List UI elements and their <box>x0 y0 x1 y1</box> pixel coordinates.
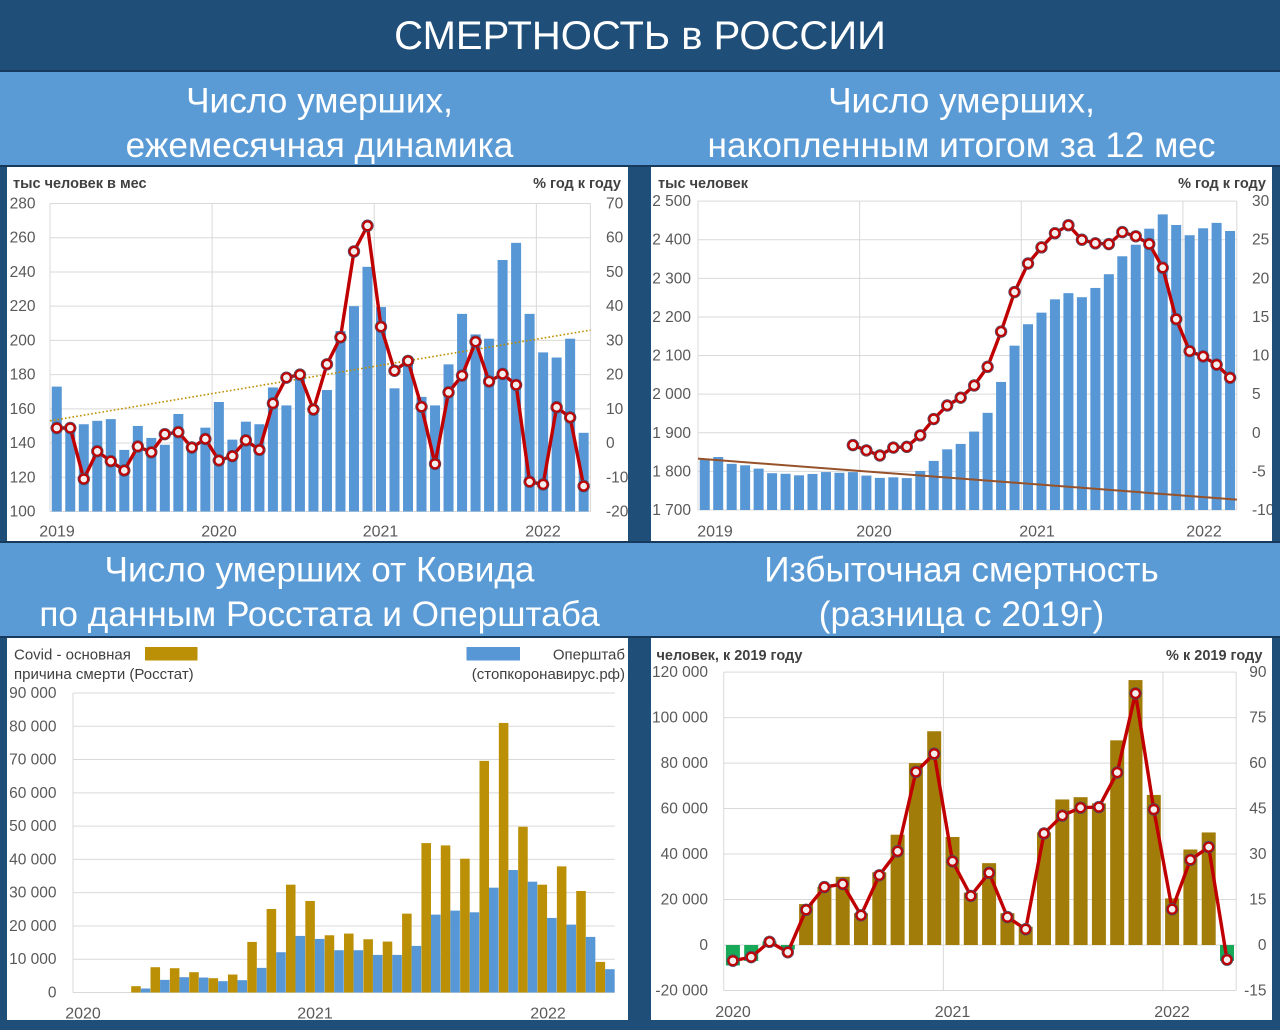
svg-text:50 000: 50 000 <box>9 818 57 835</box>
svg-text:120 000: 120 000 <box>652 664 708 681</box>
svg-text:тыс человек: тыс человек <box>658 176 749 192</box>
svg-text:10 000: 10 000 <box>9 951 57 968</box>
svg-text:220: 220 <box>10 298 36 315</box>
svg-text:20 000: 20 000 <box>661 892 709 909</box>
svg-text:30: 30 <box>1249 846 1267 863</box>
svg-text:20 000: 20 000 <box>9 918 57 935</box>
svg-text:Число умерших,: Число умерших, <box>828 82 1095 121</box>
svg-text:20: 20 <box>1252 270 1270 287</box>
svg-text:100: 100 <box>10 504 36 521</box>
svg-text:-10: -10 <box>606 469 628 486</box>
svg-text:-20: -20 <box>606 504 628 521</box>
svg-text:15: 15 <box>1249 892 1266 909</box>
svg-text:70 000: 70 000 <box>9 752 57 769</box>
svg-text:2 200: 2 200 <box>652 309 691 326</box>
svg-text:120: 120 <box>10 469 36 486</box>
svg-text:(стопкоронавирус.рф): (стопкоронавирус.рф) <box>472 666 625 683</box>
svg-text:ежемесячная динамика: ежемесячная динамика <box>126 126 514 165</box>
svg-text:90: 90 <box>1249 664 1267 681</box>
svg-text:1 700: 1 700 <box>652 502 691 519</box>
svg-text:30: 30 <box>1252 193 1270 210</box>
svg-text:человек, к 2019 году: человек, к 2019 году <box>657 648 803 664</box>
svg-text:2021: 2021 <box>935 1004 971 1020</box>
svg-text:30: 30 <box>606 332 624 349</box>
svg-text:2 000: 2 000 <box>652 386 691 403</box>
svg-text:80 000: 80 000 <box>9 718 57 735</box>
svg-text:Covid - основная: Covid - основная <box>14 647 131 664</box>
svg-text:2 400: 2 400 <box>652 232 691 249</box>
svg-text:Число умерших от Ковида: Число умерших от Ковида <box>105 551 535 590</box>
svg-text:накопленным итогом за 12 мес: накопленным итогом за 12 мес <box>708 126 1216 165</box>
svg-text:Число умерших,: Число умерших, <box>186 82 453 121</box>
svg-text:Избыточная смертность: Избыточная смертность <box>764 551 1158 590</box>
svg-text:75: 75 <box>1249 710 1266 727</box>
svg-text:Оперштаб: Оперштаб <box>553 647 625 664</box>
svg-text:СМЕРТНОСТЬ в РОССИИ: СМЕРТНОСТЬ в РОССИИ <box>394 14 886 58</box>
svg-text:90 000: 90 000 <box>9 685 57 702</box>
svg-text:2020: 2020 <box>201 524 237 541</box>
svg-text:100 000: 100 000 <box>652 710 708 727</box>
svg-text:тыс человек в мес: тыс человек в мес <box>13 176 147 192</box>
svg-text:70: 70 <box>606 196 624 213</box>
svg-text:2021: 2021 <box>363 524 399 541</box>
svg-text:15: 15 <box>1252 309 1269 326</box>
svg-text:20: 20 <box>606 367 624 384</box>
svg-text:180: 180 <box>10 367 36 384</box>
svg-text:% к 2019 году: % к 2019 году <box>1166 648 1262 664</box>
svg-text:60 000: 60 000 <box>661 801 709 818</box>
svg-text:0: 0 <box>1252 425 1261 442</box>
svg-text:40 000: 40 000 <box>9 851 57 868</box>
svg-text:2019: 2019 <box>39 524 75 541</box>
svg-text:2022: 2022 <box>530 1006 566 1021</box>
svg-text:160: 160 <box>10 401 36 418</box>
svg-text:2 100: 2 100 <box>652 348 691 365</box>
svg-text:2022: 2022 <box>525 524 561 541</box>
svg-text:2020: 2020 <box>856 524 892 541</box>
svg-text:10: 10 <box>606 401 624 418</box>
svg-text:2 500: 2 500 <box>652 193 691 210</box>
svg-text:причина смерти (Росстат): причина смерти (Росстат) <box>14 666 194 683</box>
svg-text:по данным Росстата и Оперштаба: по данным Росстата и Оперштаба <box>39 595 600 634</box>
svg-text:2 300: 2 300 <box>652 270 691 287</box>
svg-text:260: 260 <box>10 230 36 247</box>
svg-text:200: 200 <box>10 332 36 349</box>
svg-text:40 000: 40 000 <box>661 846 709 863</box>
svg-text:60: 60 <box>1249 755 1267 772</box>
svg-text:2019: 2019 <box>697 524 733 541</box>
svg-text:2020: 2020 <box>715 1004 751 1020</box>
svg-text:% год к году: % год к году <box>533 176 621 192</box>
svg-text:40: 40 <box>606 298 624 315</box>
svg-text:280: 280 <box>10 196 36 213</box>
svg-text:30 000: 30 000 <box>9 885 57 902</box>
svg-text:1 900: 1 900 <box>652 425 691 442</box>
svg-text:-15: -15 <box>1244 982 1266 999</box>
svg-text:60 000: 60 000 <box>9 785 57 802</box>
svg-text:-20 000: -20 000 <box>655 982 708 999</box>
svg-text:45: 45 <box>1249 801 1266 818</box>
svg-text:(разница с 2019г): (разница с 2019г) <box>819 595 1104 634</box>
svg-text:2021: 2021 <box>1019 524 1055 541</box>
svg-text:60: 60 <box>606 230 624 247</box>
svg-text:140: 140 <box>10 435 36 452</box>
svg-text:0: 0 <box>1258 937 1267 954</box>
svg-text:80 000: 80 000 <box>661 755 709 772</box>
svg-text:25: 25 <box>1252 232 1269 249</box>
svg-text:240: 240 <box>10 264 36 281</box>
svg-text:1 800: 1 800 <box>652 463 691 480</box>
svg-text:0: 0 <box>699 937 708 954</box>
svg-text:5: 5 <box>1252 386 1261 403</box>
svg-text:2022: 2022 <box>1154 1004 1190 1020</box>
svg-text:% год к году: % год к году <box>1178 176 1266 192</box>
svg-text:0: 0 <box>48 985 57 1002</box>
svg-text:10: 10 <box>1252 348 1270 365</box>
svg-text:2022: 2022 <box>1186 524 1222 541</box>
svg-text:-10: -10 <box>1252 502 1272 519</box>
svg-text:0: 0 <box>606 435 615 452</box>
svg-text:2020: 2020 <box>65 1006 101 1021</box>
svg-text:2021: 2021 <box>297 1006 333 1021</box>
svg-text:-5: -5 <box>1252 463 1266 480</box>
svg-text:50: 50 <box>606 264 624 281</box>
